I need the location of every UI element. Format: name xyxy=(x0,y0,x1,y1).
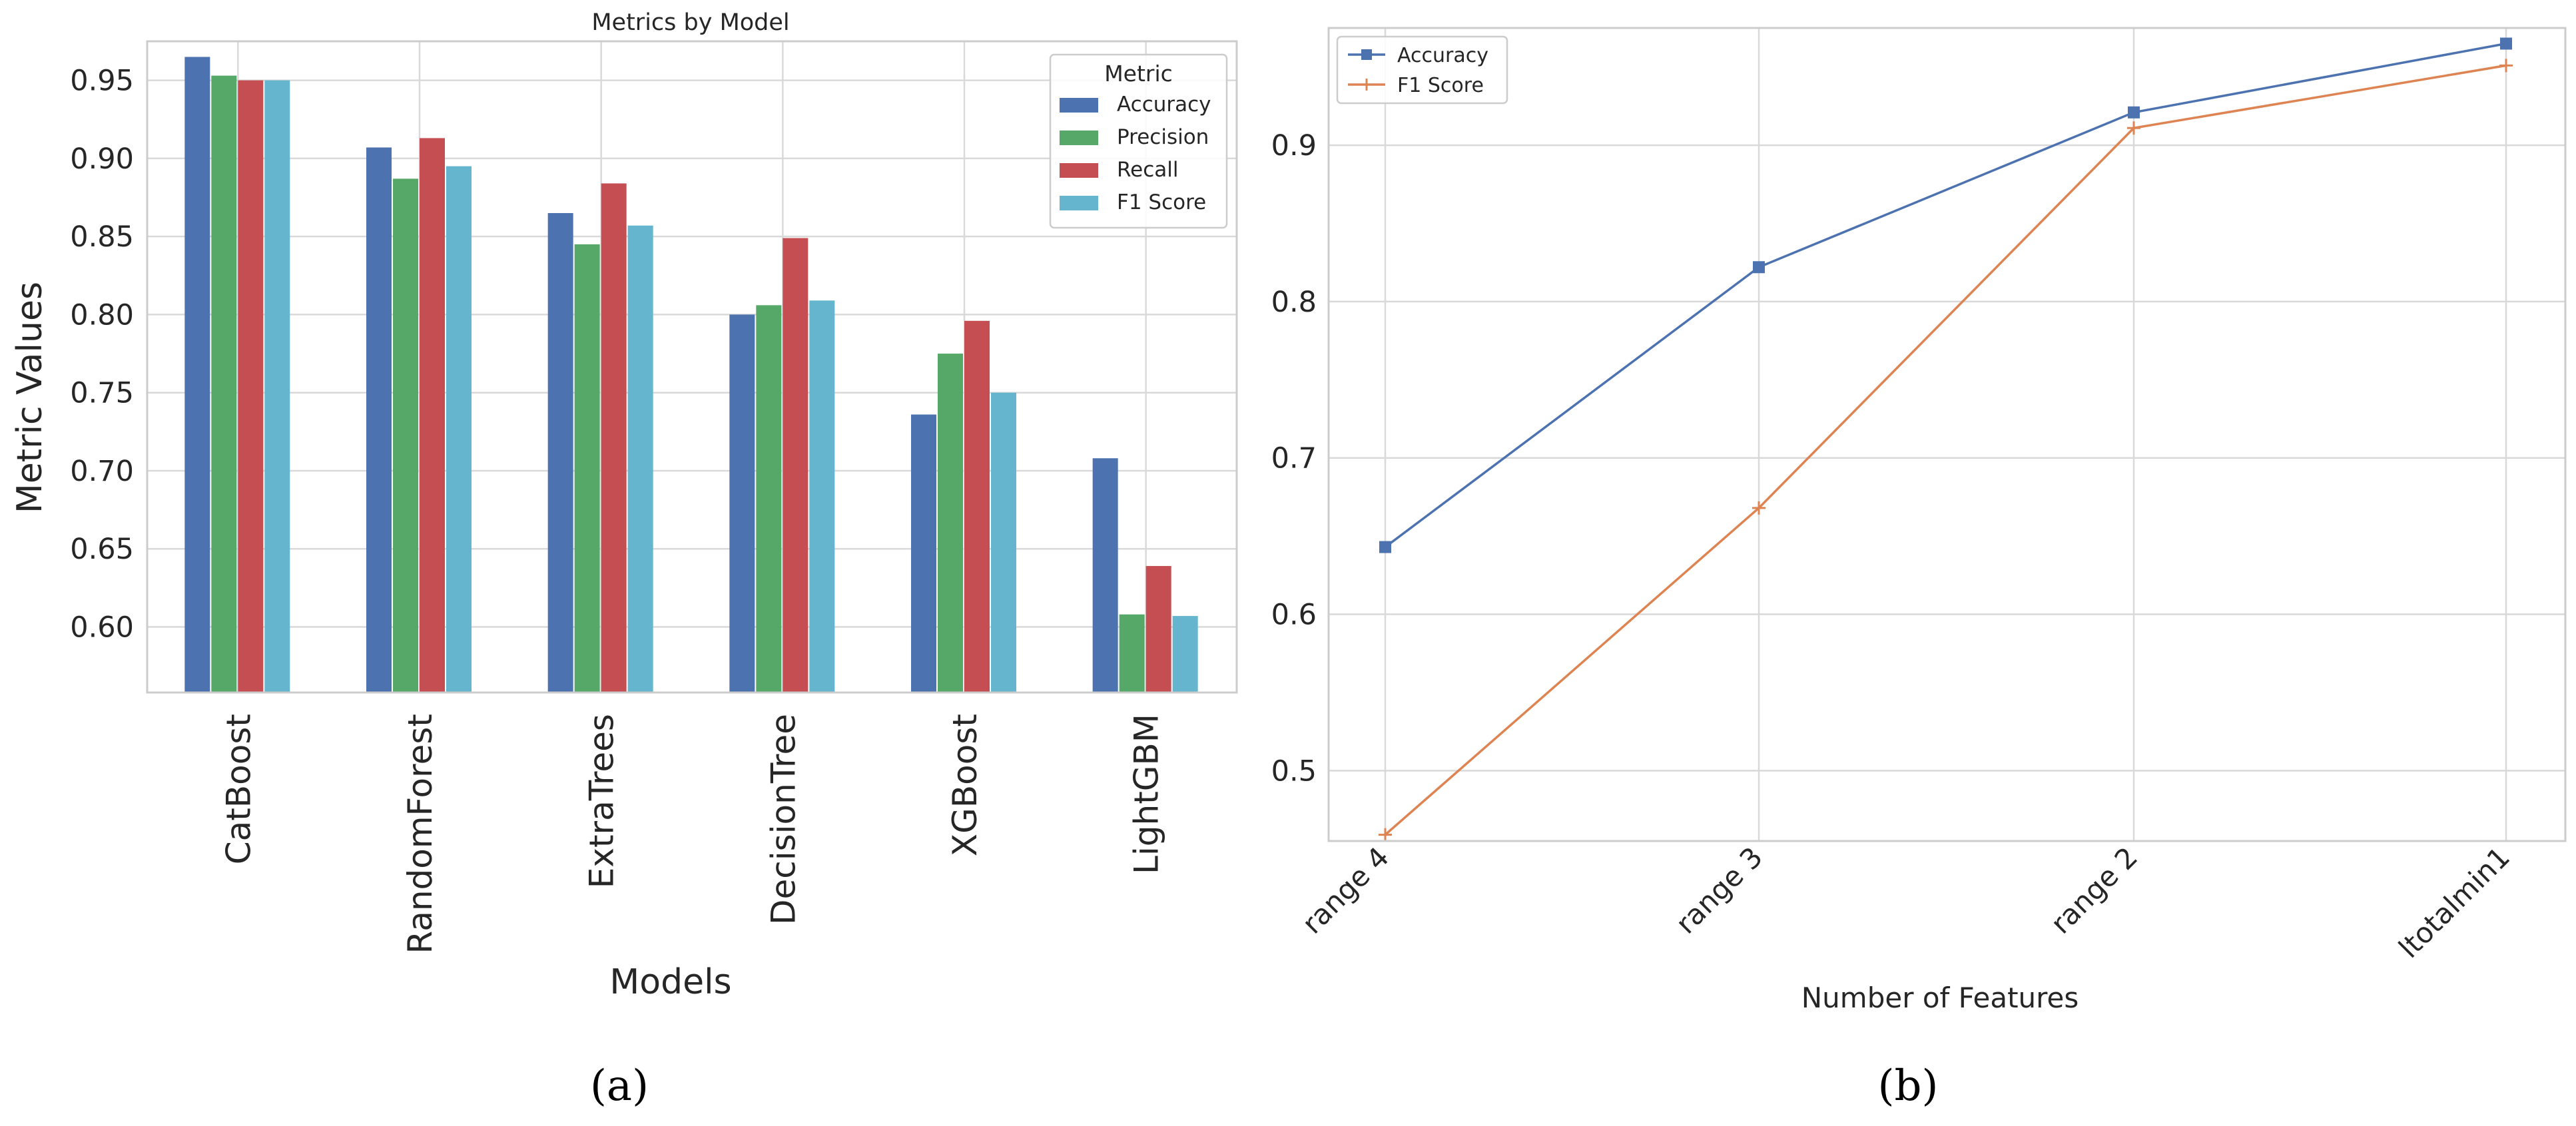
a-bar-precision xyxy=(938,354,963,693)
a-bar-recall xyxy=(783,238,808,693)
b-line-accuracy xyxy=(1384,42,2507,548)
a-bar-f1-score xyxy=(264,80,290,693)
a-bar-recall xyxy=(601,183,627,693)
a-bar-recall xyxy=(238,80,264,693)
a-xtick-label: ExtraTrees xyxy=(583,714,621,888)
b-point-accuracy xyxy=(1753,261,1765,274)
a-bar-precision xyxy=(211,75,237,693)
chart-b-xlabel: Number of Features xyxy=(1801,982,2079,1014)
a-bar-accuracy xyxy=(547,212,573,693)
a-legend-swatch xyxy=(1060,98,1098,113)
panel-b-label: (b) xyxy=(1878,1061,1939,1111)
b-plot-frame xyxy=(1327,27,2567,842)
a-bar-f1-score xyxy=(446,166,472,693)
a-legend-swatch xyxy=(1060,196,1098,210)
b-point-f1-score xyxy=(1379,828,1392,842)
a-legend-swatch xyxy=(1060,163,1098,178)
b-line-f1-score xyxy=(1384,64,2507,836)
b-point-f1-score xyxy=(2499,59,2513,73)
panel-a-label: (a) xyxy=(590,1061,649,1111)
b-legend-marker xyxy=(1361,49,1372,60)
a-bar-accuracy xyxy=(184,57,210,693)
a-bar-f1-score xyxy=(627,225,653,693)
a-xtick-label: LightGBM xyxy=(1127,714,1166,874)
a-ytick-label: 0.70 xyxy=(70,455,134,488)
chart-a-title: Metrics by Model xyxy=(591,9,789,36)
a-plot-frame xyxy=(146,40,1238,694)
b-legend-label: F1 Score xyxy=(1397,74,1484,97)
a-ytick-label: 0.60 xyxy=(70,611,134,644)
a-ytick-label: 0.90 xyxy=(70,142,134,176)
a-legend-label: F1 Score xyxy=(1117,190,1206,214)
a-legend-swatch xyxy=(1060,131,1098,145)
b-legend-label: Accuracy xyxy=(1397,44,1488,67)
b-point-f1-score xyxy=(2127,121,2140,135)
a-bar-recall xyxy=(964,320,990,693)
a-bar-f1-score xyxy=(809,300,835,693)
a-bar-f1-score xyxy=(991,392,1016,693)
b-ytick-label: 0.6 xyxy=(1271,599,1317,632)
a-xtick-label: CatBoost xyxy=(219,714,258,864)
a-bar-precision xyxy=(393,178,418,693)
a-ytick-label: 0.95 xyxy=(70,65,134,98)
a-ytick-label: 0.75 xyxy=(70,377,134,410)
a-bar-accuracy xyxy=(729,314,755,693)
b-ytick-label: 0.9 xyxy=(1271,129,1317,162)
b-point-accuracy xyxy=(1379,541,1391,553)
a-ytick-label: 0.80 xyxy=(70,298,134,332)
b-ytick-label: 0.5 xyxy=(1271,754,1317,788)
a-bar-accuracy xyxy=(1092,458,1118,693)
a-ytick-label: 0.85 xyxy=(70,220,134,254)
a-bar-precision xyxy=(574,244,600,693)
a-bar-recall xyxy=(1145,566,1171,693)
a-bar-precision xyxy=(1119,614,1145,693)
b-legend-box xyxy=(1336,35,1508,105)
b-ytick-label: 0.7 xyxy=(1271,442,1317,475)
a-legend-label: Accuracy xyxy=(1117,93,1211,117)
a-legend-title: Metric xyxy=(1104,61,1173,87)
a-bar-accuracy xyxy=(366,147,392,693)
a-bar-precision xyxy=(756,305,782,693)
a-bar-recall xyxy=(420,138,445,693)
a-legend-label: Recall xyxy=(1117,158,1179,182)
b-point-accuracy xyxy=(2128,106,2140,119)
a-bar-f1-score xyxy=(1172,616,1198,693)
a-legend-label: Precision xyxy=(1117,125,1209,149)
a-xtick-label: XGBoost xyxy=(946,714,984,856)
a-ytick-label: 0.65 xyxy=(70,533,134,566)
b-ytick-label: 0.8 xyxy=(1271,286,1317,319)
a-bar-accuracy xyxy=(911,414,936,693)
chart-a-xlabel: Models xyxy=(609,962,731,1002)
b-point-accuracy xyxy=(2500,37,2512,50)
a-xtick-label: RandomForest xyxy=(401,714,440,954)
a-xtick-label: DecisionTree xyxy=(764,714,803,925)
chart-a-ylabel: Metric Values xyxy=(10,282,50,513)
b-point-f1-score xyxy=(1752,501,1766,515)
